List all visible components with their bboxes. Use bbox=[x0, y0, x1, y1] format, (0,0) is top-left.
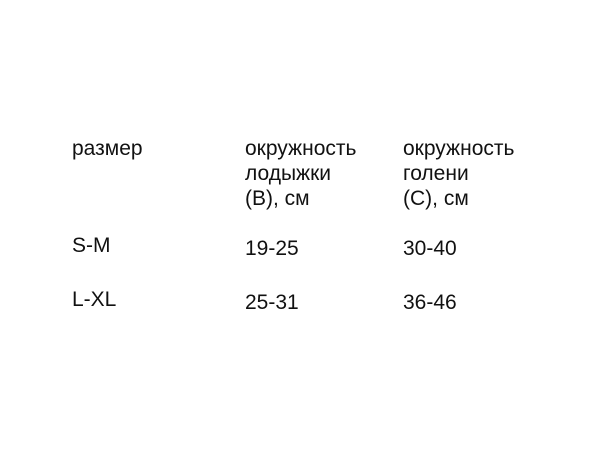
header-line: лодыжки bbox=[245, 162, 332, 185]
header-line: размер bbox=[72, 137, 143, 160]
header-size: размер bbox=[72, 136, 143, 161]
row-size-s-m: S-M bbox=[72, 234, 111, 257]
header-shin-circumference: окружность голени (С), см bbox=[403, 136, 514, 211]
header-line: окружность bbox=[403, 137, 515, 160]
row-size-l-xl: L-XL bbox=[72, 288, 117, 311]
row-ankle-l-xl: 25-31 bbox=[245, 291, 299, 314]
row-ankle-s-m: 19-25 bbox=[245, 237, 299, 260]
header-ankle-circumference: окружность лодыжки (В), см bbox=[245, 136, 356, 211]
row-shin-l-xl: 36-46 bbox=[403, 291, 457, 314]
header-line: голени bbox=[403, 162, 469, 185]
header-line: окружность bbox=[245, 137, 357, 160]
row-shin-s-m: 30-40 bbox=[403, 237, 457, 260]
header-line: (В), см bbox=[245, 187, 310, 210]
header-line: (С), см bbox=[403, 187, 469, 210]
